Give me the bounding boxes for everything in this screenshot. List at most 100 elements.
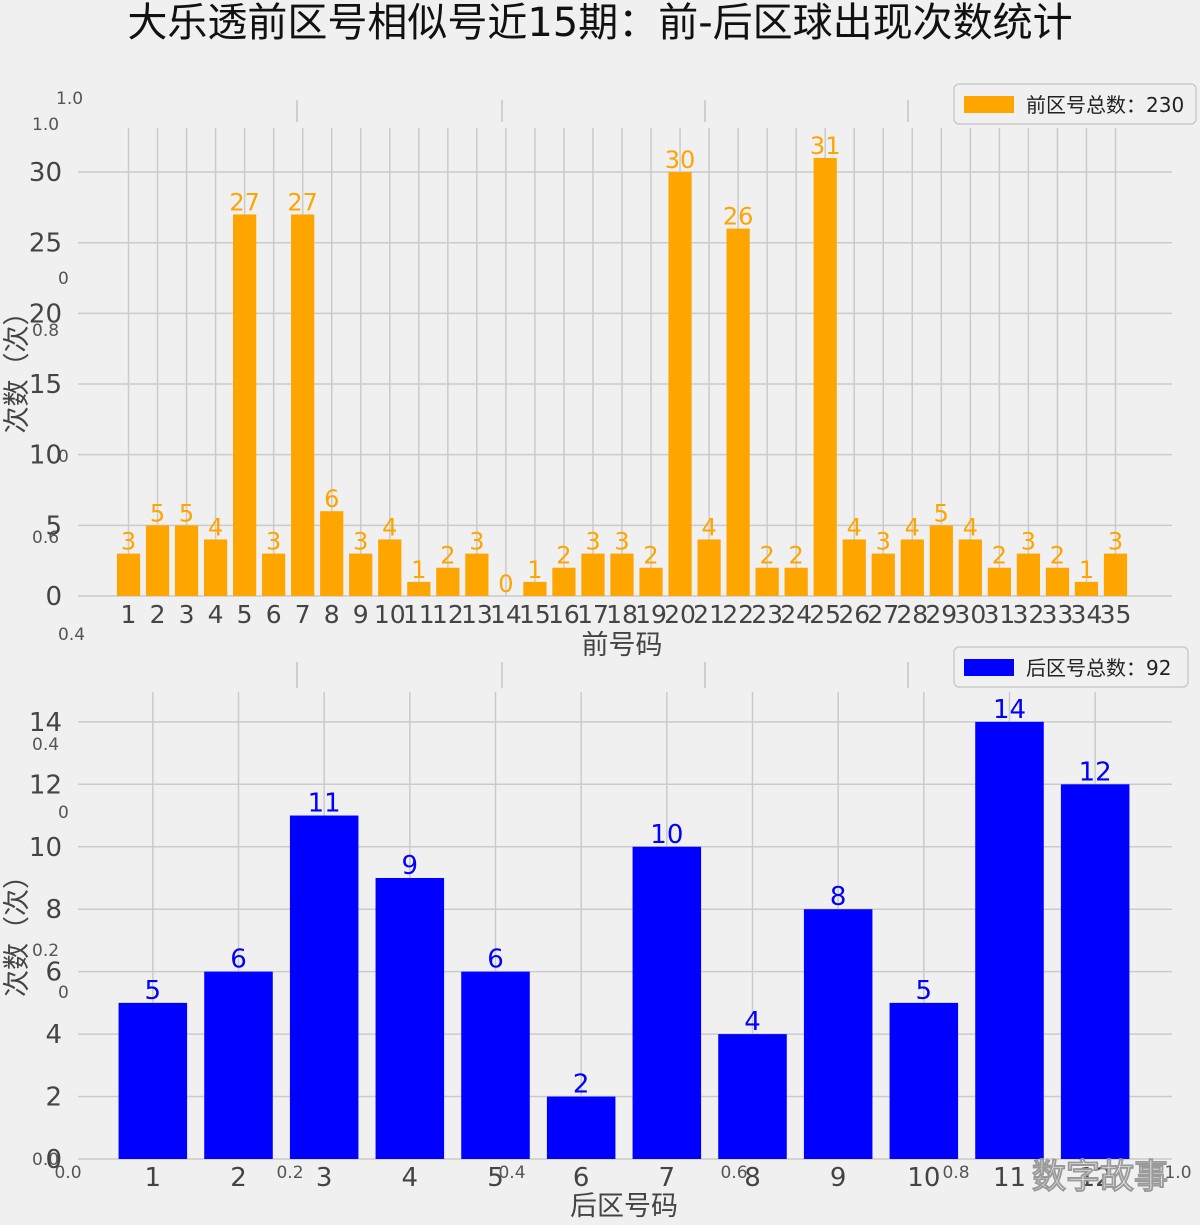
bar-value-label: 2 <box>643 542 658 570</box>
bar <box>145 525 170 596</box>
x-tick-label: 23 <box>751 600 783 629</box>
bar-value-label: 4 <box>905 513 920 541</box>
bar-value-label: 5 <box>179 499 194 527</box>
bar <box>118 1002 188 1159</box>
bar-value-label: 27 <box>229 188 260 216</box>
x-tick-label: 22 <box>722 600 754 629</box>
bar-value-label: 30 <box>665 146 696 174</box>
x-tick-label: 15 <box>519 600 551 629</box>
x-tick-label: 2 <box>230 1163 247 1193</box>
ghost-tick-label: 0.2 <box>276 1163 303 1183</box>
x-tick-label: 7 <box>295 600 311 629</box>
bar-value-label: 9 <box>402 851 419 881</box>
bar <box>871 553 895 596</box>
y-tick-label: 14 <box>29 708 62 738</box>
bar-value-label: 5 <box>145 976 162 1006</box>
x-tick-label: 13 <box>461 600 493 629</box>
bar-value-label: 10 <box>650 820 683 850</box>
y-tick-label: 10 <box>29 833 62 863</box>
bar <box>1016 553 1041 596</box>
bar-value-label: 6 <box>324 485 339 513</box>
bar-value-label: 2 <box>789 542 804 570</box>
ghost-tick-label: 0.2 <box>32 941 59 961</box>
x-tick-label: 9 <box>830 1163 847 1193</box>
bar <box>436 567 460 596</box>
bar-value-label: 4 <box>208 513 223 541</box>
x-tick-label: 11 <box>403 600 435 629</box>
ghost-tick-label: 0 <box>58 447 69 467</box>
ghost-tick-label: 1.0 <box>32 115 59 135</box>
x-tick-label: 24 <box>780 600 812 629</box>
bar <box>1060 784 1130 1159</box>
x-tick-label: 8 <box>744 1163 761 1193</box>
bar <box>375 877 445 1159</box>
x-tick-label: 20 <box>664 600 696 629</box>
ghost-tick-label: 0.8 <box>32 321 59 341</box>
bar <box>718 1034 787 1159</box>
legend-box <box>953 83 1197 125</box>
ghost-tick-label: 1.0 <box>56 89 83 109</box>
x-tick-label: 31 <box>983 600 1015 629</box>
ghost-tick-label: 1.0 <box>1164 1163 1191 1183</box>
ghost-tick-label: 0.4 <box>58 625 85 645</box>
bar-value-label: 12 <box>1079 757 1112 787</box>
bar <box>116 553 141 596</box>
y-tick-label: 8 <box>45 895 62 925</box>
chart-title: 大乐透前区号相似号近15期：前-后区球出现次数统计 <box>127 0 1072 46</box>
bar <box>803 909 873 1159</box>
legend-label: 前区号总数：230 <box>1026 93 1184 117</box>
x-tick-label: 18 <box>606 600 638 629</box>
x-tick-label: 27 <box>867 600 899 629</box>
bar <box>289 815 359 1159</box>
bar-value-label: 4 <box>963 513 978 541</box>
bar <box>291 214 315 597</box>
ghost-tick-label: 0.0 <box>32 1150 59 1170</box>
bar <box>813 157 837 596</box>
bar <box>378 539 402 596</box>
y-tick-label: 2 <box>45 1083 62 1113</box>
bar <box>546 1096 616 1159</box>
x-tick-label: 6 <box>266 600 282 629</box>
bar <box>929 525 953 596</box>
bar <box>632 846 702 1159</box>
x-tick-label: 14 <box>490 600 522 629</box>
bar-value-label: 3 <box>1108 528 1123 556</box>
y-tick-label: 12 <box>29 770 62 800</box>
x-tick-label: 8 <box>324 600 340 629</box>
bar-value-label: 26 <box>723 203 754 231</box>
y-axis-label: 次数（次） <box>2 862 33 997</box>
x-tick-label: 10 <box>374 600 406 629</box>
bar <box>461 971 530 1159</box>
bar-value-label: 3 <box>353 528 368 556</box>
x-tick-label: 5 <box>237 600 253 629</box>
x-tick-label: 33 <box>1042 600 1074 629</box>
y-tick-label: 4 <box>45 1020 62 1050</box>
x-tick-label: 1 <box>145 1163 162 1193</box>
y-tick-label: 0 <box>45 582 62 612</box>
x-axis-label: 前号码 <box>582 630 663 661</box>
ghost-tick-label: 0.6 <box>32 528 59 548</box>
x-tick-label: 3 <box>316 1163 333 1193</box>
bar-value-label: 4 <box>701 513 716 541</box>
bar-value-label: 3 <box>266 528 281 556</box>
y-axis-label: 次数（次） <box>2 299 33 434</box>
back-zone-chart: 0 2 4 6 8 10 12 14 5 1 6 2 11 3 9 4 6 5 2 6 10 7 4 8 8 9 5 10 14 11 12… <box>2 646 1189 1222</box>
ghost-tick-label: 0 <box>58 983 69 1003</box>
y-tick-label: 30 <box>29 158 62 188</box>
bar <box>1103 553 1128 596</box>
bar-value-label: 3 <box>876 528 891 556</box>
bar <box>889 1002 959 1159</box>
bar <box>203 539 228 596</box>
bar <box>975 721 1044 1159</box>
bar <box>1074 581 1099 596</box>
x-tick-label: 16 <box>548 600 580 629</box>
bar <box>233 214 257 597</box>
bar-value-label: 1 <box>1079 556 1094 584</box>
bar <box>668 172 692 596</box>
x-tick-label: 21 <box>693 600 725 629</box>
bar <box>755 567 779 596</box>
x-tick-label: 32 <box>1012 600 1044 629</box>
x-tick-label: 29 <box>925 600 957 629</box>
